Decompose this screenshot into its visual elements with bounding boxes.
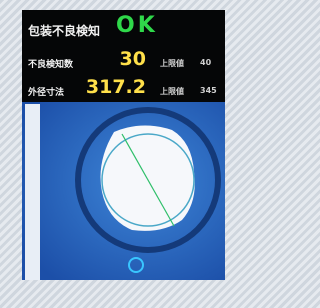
limit-label: 上限値	[160, 86, 184, 97]
row-value: 30	[66, 48, 146, 70]
limit-value: 40	[200, 58, 211, 67]
limit-value: 345	[200, 86, 217, 95]
limit-label: 上限値	[160, 58, 184, 69]
camera-view	[22, 102, 225, 280]
side-strip	[25, 104, 40, 280]
status-panel: 包装不良検知 OK 不良検知数 30 上限値 40 外径寸法 317.2 上限値…	[22, 10, 225, 102]
status: OK	[116, 13, 158, 38]
screen: 包装不良検知 OK 不良検知数 30 上限値 40 外径寸法 317.2 上限値…	[0, 0, 243, 308]
row-value: 317.2	[66, 76, 146, 98]
row-label: 外径寸法	[28, 85, 64, 98]
title: 包装不良検知	[28, 22, 100, 39]
